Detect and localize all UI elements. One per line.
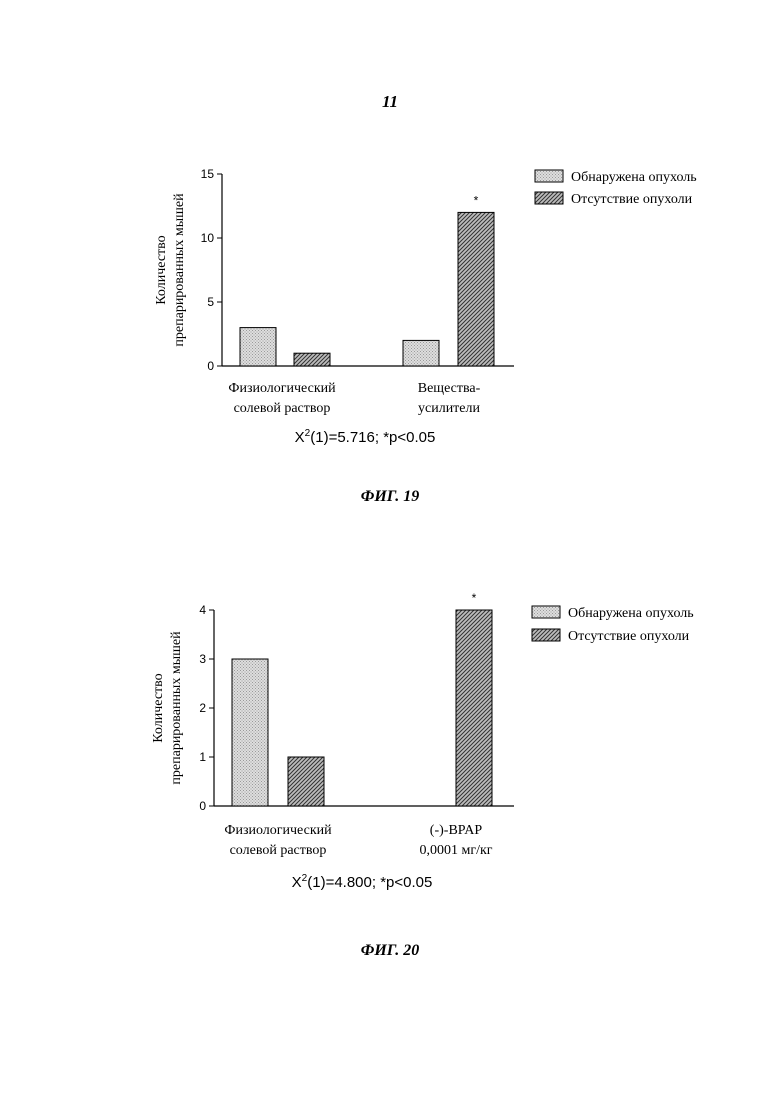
- fig19-tick-label: 10: [201, 231, 215, 245]
- fig19-significance-marker: *: [474, 193, 479, 207]
- fig19-legend-label: Обнаружена опухоль: [571, 170, 697, 185]
- fig19-stat-label: X2(1)=5.716; *p<0.05: [295, 428, 436, 446]
- fig19-tick-label: 5: [207, 295, 214, 309]
- fig20-category-label: (-)-BPAP: [430, 823, 483, 838]
- fig20-category-label: Физиологический: [224, 823, 332, 838]
- fig20-ylabel-line-1: Количество: [151, 673, 166, 742]
- fig19-bar: [403, 340, 439, 366]
- figure-20-caption: ФИГ. 20: [0, 942, 780, 960]
- fig20-bar: [288, 757, 324, 806]
- fig20-legend-label: Отсутствие опухоли: [568, 629, 690, 644]
- fig19-tick-label: 0: [207, 359, 214, 373]
- fig20-stat-label: X2(1)=4.800; *p<0.05: [292, 873, 433, 891]
- fig20-category-label: солевой раствор: [230, 843, 327, 858]
- fig20-bar: [456, 610, 492, 806]
- figure-19-caption: ФИГ. 19: [0, 488, 780, 506]
- fig20-tick-label: 2: [199, 701, 206, 715]
- fig19-legend-swatch: [535, 170, 563, 182]
- fig19-legend-label: Отсутствие опухоли: [571, 192, 693, 207]
- fig20-tick-label: 0: [199, 799, 206, 813]
- fig19-legend-swatch: [535, 192, 563, 204]
- fig20-tick-label: 1: [199, 750, 206, 764]
- fig19-category-label: усилители: [418, 401, 481, 416]
- fig20-legend-label: Обнаружена опухоль: [568, 606, 694, 621]
- fig20-significance-marker: *: [472, 591, 477, 605]
- page-number: 11: [0, 92, 780, 112]
- figure-20-chart: 0 1 2 3 4 Количествопрепарированных мышей * Физ…: [0, 580, 780, 900]
- fig20-category-label: 0,0001 мг/кг: [419, 843, 492, 858]
- fig20-tick-label: 3: [199, 652, 206, 666]
- figure-19-chart: 0 5 10 15 Количествопрепарированных мышей * Фи…: [0, 150, 780, 460]
- fig19-category-label: солевой раствор: [234, 401, 331, 416]
- fig20-legend-swatch: [532, 629, 560, 641]
- fig20-bar: [232, 659, 268, 806]
- fig19-bar: [294, 353, 330, 366]
- fig19-tick-label: 15: [201, 167, 215, 181]
- fig19-ylabel-line-1: Количество: [154, 235, 169, 304]
- fig20-tick-label: 4: [199, 603, 206, 617]
- fig19-category-label: Физиологический: [228, 381, 336, 396]
- fig19-category-label: Вещества-: [418, 381, 481, 396]
- fig19-bar: [458, 212, 494, 366]
- fig19-ylabel-line-2: препарированных мышей: [172, 193, 187, 347]
- fig20-ylabel-line-2: препарированных мышей: [169, 631, 184, 785]
- fig20-legend-swatch: [532, 606, 560, 618]
- fig19-bar: [240, 328, 276, 366]
